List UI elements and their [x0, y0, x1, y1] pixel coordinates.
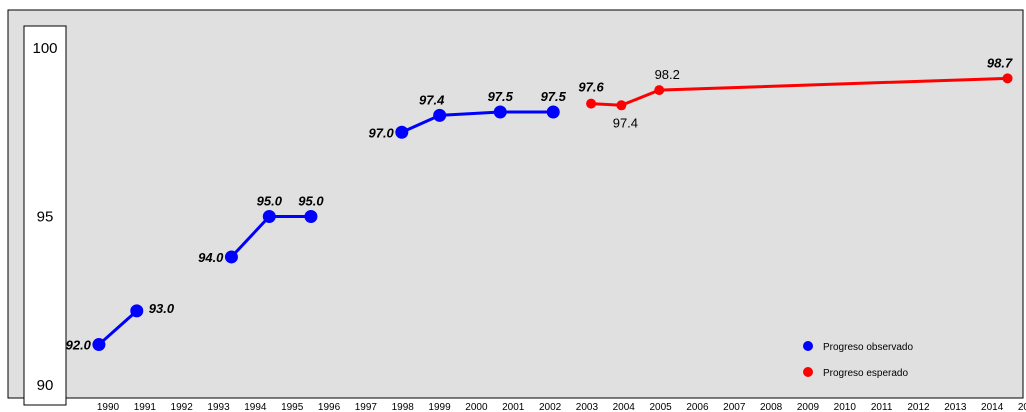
data-label: 97.0 — [368, 125, 394, 140]
x-tick-label: 1992 — [171, 402, 194, 412]
data-point — [395, 125, 409, 139]
legend-label-observed: Progreso observado — [823, 342, 913, 353]
plot-area — [7, 9, 1024, 399]
data-point — [546, 105, 560, 119]
y-tick-label: 100 — [32, 40, 57, 57]
y-tick-label: 90 — [37, 377, 54, 394]
data-label: 97.4 — [419, 92, 445, 107]
y-axis-panel — [23, 25, 67, 406]
series-observed: 92.0 93.0 94.0 95.0 95.0 97.0 97.4 97.5 97.5 — [66, 89, 567, 353]
x-tick-label: 1993 — [207, 402, 230, 412]
x-tick-label: 2007 — [723, 402, 746, 412]
x-tick-label: 2002 — [539, 402, 562, 412]
x-tick-label: 2003 — [576, 402, 599, 412]
x-tick-label: 2015 — [1018, 402, 1026, 412]
x-tick-label: 2008 — [760, 402, 783, 412]
x-tick-label: 2005 — [649, 402, 672, 412]
x-tick-label: 1999 — [428, 402, 451, 412]
data-label: 97.5 — [541, 89, 567, 104]
legend-marker-observed — [803, 341, 813, 351]
x-tick-label: 2000 — [465, 402, 488, 412]
series-line — [401, 110, 554, 134]
x-tick-label: 2012 — [907, 402, 930, 412]
y-axis: 90 95 100 — [32, 40, 57, 394]
data-label: 95.0 — [257, 194, 283, 209]
legend-label-expected: Progreso esperado — [823, 368, 908, 379]
data-point — [616, 100, 627, 111]
data-label: 92.0 — [66, 338, 92, 353]
data-point — [130, 304, 144, 318]
data-label: 93.0 — [149, 301, 175, 316]
data-point — [304, 210, 318, 223]
series-line — [97, 309, 138, 346]
data-point — [493, 105, 507, 119]
x-tick-label: 2010 — [834, 402, 857, 412]
x-tick-label: 1991 — [134, 402, 157, 412]
data-point — [1002, 73, 1013, 84]
x-tick-label: 1997 — [355, 402, 378, 412]
data-label: 97.6 — [578, 80, 604, 95]
x-tick-label: 1990 — [97, 402, 120, 412]
series-line — [591, 76, 1008, 107]
data-point — [262, 210, 276, 223]
data-label: 97.5 — [488, 89, 514, 104]
y-tick-label: 95 — [37, 209, 54, 226]
legend: Progreso observado Progreso esperado — [803, 341, 913, 379]
x-tick-label: 1996 — [318, 402, 341, 412]
data-label: 98.7 — [987, 55, 1013, 70]
data-label: 97.4 — [613, 115, 638, 130]
data-point — [92, 338, 106, 352]
data-label: 98.2 — [655, 67, 680, 82]
x-tick-label: 1994 — [244, 402, 267, 412]
data-point — [586, 98, 597, 109]
data-point — [224, 250, 238, 264]
x-tick-label: 2006 — [686, 402, 709, 412]
x-axis: 1990 1991 1992 1993 1994 1995 1996 1997 1998 1999… — [97, 402, 1026, 412]
data-point — [654, 85, 665, 96]
data-point — [433, 108, 447, 122]
x-tick-label: 2004 — [613, 402, 636, 412]
data-label: 95.0 — [298, 194, 324, 209]
x-tick-label: 2014 — [981, 402, 1004, 412]
x-tick-label: 1995 — [281, 402, 304, 412]
legend-marker-expected — [803, 367, 813, 377]
series-expected: 97.6 97.4 98.2 98.7 — [578, 55, 1013, 130]
data-label: 94.0 — [198, 250, 224, 265]
series-layer: 92.0 93.0 94.0 95.0 95.0 97.0 97.4 97.5 97.5 97.6… — [66, 55, 1013, 352]
x-tick-label: 1998 — [392, 402, 415, 412]
x-tick-label: 2009 — [797, 402, 820, 412]
x-tick-label: 2013 — [944, 402, 967, 412]
x-tick-label: 2011 — [871, 402, 893, 412]
x-tick-label: 2001 — [502, 402, 525, 412]
